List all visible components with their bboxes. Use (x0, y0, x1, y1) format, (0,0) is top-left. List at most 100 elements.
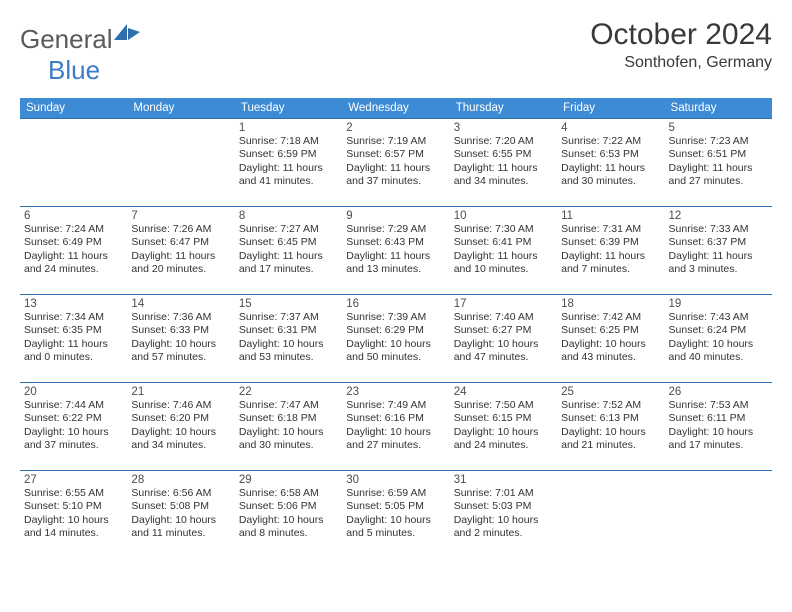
day-header: Saturday (665, 98, 772, 119)
day-cell: 21Sunrise: 7:46 AMSunset: 6:20 PMDayligh… (127, 383, 234, 471)
header: General Blue October 2024 Sonthofen, Ger… (20, 18, 772, 86)
day-detail: Sunrise: 7:29 AMSunset: 6:43 PMDaylight:… (346, 223, 445, 277)
day-number: 9 (346, 210, 445, 222)
day-detail: Sunrise: 7:36 AMSunset: 6:33 PMDaylight:… (131, 311, 230, 365)
calendar-body: 1Sunrise: 7:18 AMSunset: 6:59 PMDaylight… (20, 119, 772, 555)
day-number: 22 (239, 386, 338, 398)
day-header: Wednesday (342, 98, 449, 119)
day-detail: Sunrise: 7:47 AMSunset: 6:18 PMDaylight:… (239, 399, 338, 453)
day-detail: Sunrise: 7:27 AMSunset: 6:45 PMDaylight:… (239, 223, 338, 277)
day-detail: Sunrise: 7:39 AMSunset: 6:29 PMDaylight:… (346, 311, 445, 365)
day-number: 30 (346, 474, 445, 486)
logo-sail-icon (114, 22, 140, 42)
day-cell: 19Sunrise: 7:43 AMSunset: 6:24 PMDayligh… (665, 295, 772, 383)
day-detail: Sunrise: 6:58 AMSunset: 5:06 PMDaylight:… (239, 487, 338, 541)
calendar-row: 27Sunrise: 6:55 AMSunset: 5:10 PMDayligh… (20, 471, 772, 555)
day-cell: 12Sunrise: 7:33 AMSunset: 6:37 PMDayligh… (665, 207, 772, 295)
logo: General Blue (20, 24, 113, 86)
day-cell: 6Sunrise: 7:24 AMSunset: 6:49 PMDaylight… (20, 207, 127, 295)
day-number: 26 (669, 386, 768, 398)
day-cell: 22Sunrise: 7:47 AMSunset: 6:18 PMDayligh… (235, 383, 342, 471)
day-detail: Sunrise: 7:37 AMSunset: 6:31 PMDaylight:… (239, 311, 338, 365)
day-detail: Sunrise: 7:46 AMSunset: 6:20 PMDaylight:… (131, 399, 230, 453)
day-cell: 27Sunrise: 6:55 AMSunset: 5:10 PMDayligh… (20, 471, 127, 555)
day-number: 12 (669, 210, 768, 222)
day-detail: Sunrise: 7:24 AMSunset: 6:49 PMDaylight:… (24, 223, 123, 277)
day-header: Friday (557, 98, 664, 119)
day-detail: Sunrise: 7:43 AMSunset: 6:24 PMDaylight:… (669, 311, 768, 365)
day-cell: 23Sunrise: 7:49 AMSunset: 6:16 PMDayligh… (342, 383, 449, 471)
day-detail: Sunrise: 7:52 AMSunset: 6:13 PMDaylight:… (561, 399, 660, 453)
day-number: 27 (24, 474, 123, 486)
calendar-table: SundayMondayTuesdayWednesdayThursdayFrid… (20, 98, 772, 555)
empty-cell (665, 471, 772, 555)
day-cell: 13Sunrise: 7:34 AMSunset: 6:35 PMDayligh… (20, 295, 127, 383)
day-cell: 31Sunrise: 7:01 AMSunset: 5:03 PMDayligh… (450, 471, 557, 555)
day-detail: Sunrise: 7:49 AMSunset: 6:16 PMDaylight:… (346, 399, 445, 453)
day-cell: 9Sunrise: 7:29 AMSunset: 6:43 PMDaylight… (342, 207, 449, 295)
day-detail: Sunrise: 7:40 AMSunset: 6:27 PMDaylight:… (454, 311, 553, 365)
day-number: 16 (346, 298, 445, 310)
day-detail: Sunrise: 7:18 AMSunset: 6:59 PMDaylight:… (239, 135, 338, 189)
day-cell: 10Sunrise: 7:30 AMSunset: 6:41 PMDayligh… (450, 207, 557, 295)
day-cell: 8Sunrise: 7:27 AMSunset: 6:45 PMDaylight… (235, 207, 342, 295)
day-number: 18 (561, 298, 660, 310)
day-detail: Sunrise: 6:59 AMSunset: 5:05 PMDaylight:… (346, 487, 445, 541)
day-number: 7 (131, 210, 230, 222)
empty-cell (20, 119, 127, 207)
day-number: 31 (454, 474, 553, 486)
day-detail: Sunrise: 7:44 AMSunset: 6:22 PMDaylight:… (24, 399, 123, 453)
empty-cell (557, 471, 664, 555)
day-detail: Sunrise: 7:23 AMSunset: 6:51 PMDaylight:… (669, 135, 768, 189)
calendar-row: 20Sunrise: 7:44 AMSunset: 6:22 PMDayligh… (20, 383, 772, 471)
day-number: 15 (239, 298, 338, 310)
day-detail: Sunrise: 7:34 AMSunset: 6:35 PMDaylight:… (24, 311, 123, 365)
day-number: 4 (561, 122, 660, 134)
title-block: October 2024 Sonthofen, Germany (590, 18, 772, 72)
day-header: Sunday (20, 98, 127, 119)
calendar-row: 13Sunrise: 7:34 AMSunset: 6:35 PMDayligh… (20, 295, 772, 383)
calendar-row: 1Sunrise: 7:18 AMSunset: 6:59 PMDaylight… (20, 119, 772, 207)
day-detail: Sunrise: 6:56 AMSunset: 5:08 PMDaylight:… (131, 487, 230, 541)
day-detail: Sunrise: 7:50 AMSunset: 6:15 PMDaylight:… (454, 399, 553, 453)
day-cell: 17Sunrise: 7:40 AMSunset: 6:27 PMDayligh… (450, 295, 557, 383)
day-detail: Sunrise: 6:55 AMSunset: 5:10 PMDaylight:… (24, 487, 123, 541)
day-number: 17 (454, 298, 553, 310)
logo-text-blue: Blue (48, 55, 100, 85)
day-cell: 30Sunrise: 6:59 AMSunset: 5:05 PMDayligh… (342, 471, 449, 555)
day-number: 21 (131, 386, 230, 398)
day-cell: 14Sunrise: 7:36 AMSunset: 6:33 PMDayligh… (127, 295, 234, 383)
day-number: 1 (239, 122, 338, 134)
logo-text-general: General (20, 24, 113, 54)
day-detail: Sunrise: 7:22 AMSunset: 6:53 PMDaylight:… (561, 135, 660, 189)
day-number: 3 (454, 122, 553, 134)
day-detail: Sunrise: 7:19 AMSunset: 6:57 PMDaylight:… (346, 135, 445, 189)
day-number: 13 (24, 298, 123, 310)
day-number: 19 (669, 298, 768, 310)
day-detail: Sunrise: 7:42 AMSunset: 6:25 PMDaylight:… (561, 311, 660, 365)
day-cell: 1Sunrise: 7:18 AMSunset: 6:59 PMDaylight… (235, 119, 342, 207)
day-number: 6 (24, 210, 123, 222)
day-detail: Sunrise: 7:26 AMSunset: 6:47 PMDaylight:… (131, 223, 230, 277)
day-number: 14 (131, 298, 230, 310)
location: Sonthofen, Germany (590, 54, 772, 72)
day-number: 24 (454, 386, 553, 398)
day-cell: 7Sunrise: 7:26 AMSunset: 6:47 PMDaylight… (127, 207, 234, 295)
day-cell: 16Sunrise: 7:39 AMSunset: 6:29 PMDayligh… (342, 295, 449, 383)
day-number: 28 (131, 474, 230, 486)
day-cell: 2Sunrise: 7:19 AMSunset: 6:57 PMDaylight… (342, 119, 449, 207)
day-header: Tuesday (235, 98, 342, 119)
day-cell: 3Sunrise: 7:20 AMSunset: 6:55 PMDaylight… (450, 119, 557, 207)
day-header: Monday (127, 98, 234, 119)
day-detail: Sunrise: 7:33 AMSunset: 6:37 PMDaylight:… (669, 223, 768, 277)
day-cell: 29Sunrise: 6:58 AMSunset: 5:06 PMDayligh… (235, 471, 342, 555)
day-detail: Sunrise: 7:01 AMSunset: 5:03 PMDaylight:… (454, 487, 553, 541)
day-detail: Sunrise: 7:31 AMSunset: 6:39 PMDaylight:… (561, 223, 660, 277)
day-detail: Sunrise: 7:20 AMSunset: 6:55 PMDaylight:… (454, 135, 553, 189)
day-header: Thursday (450, 98, 557, 119)
day-cell: 18Sunrise: 7:42 AMSunset: 6:25 PMDayligh… (557, 295, 664, 383)
day-number: 20 (24, 386, 123, 398)
day-header-row: SundayMondayTuesdayWednesdayThursdayFrid… (20, 98, 772, 119)
day-number: 23 (346, 386, 445, 398)
day-number: 8 (239, 210, 338, 222)
